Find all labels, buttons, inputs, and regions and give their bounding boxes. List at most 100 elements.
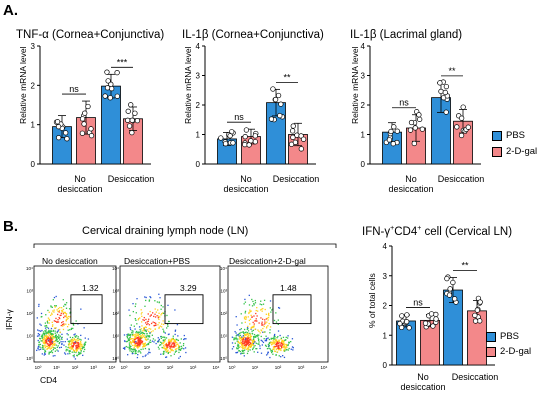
flow-event-dot bbox=[41, 344, 44, 347]
flow-event-dot bbox=[76, 342, 78, 344]
flow-event-dot bbox=[158, 293, 160, 295]
y-tick-label: 1 bbox=[196, 131, 201, 140]
flow-event-dot bbox=[251, 316, 253, 318]
flow-event-dot bbox=[247, 350, 249, 352]
data-point bbox=[82, 110, 88, 116]
flow-event-dot bbox=[174, 351, 177, 353]
flow-event-dot bbox=[147, 320, 150, 322]
flow-event-dot bbox=[268, 345, 270, 347]
flow-event-dot bbox=[140, 309, 142, 311]
chart-title-il1b-cornea: IL-1β (Cornea+Conjunctiva) bbox=[182, 29, 324, 41]
flow-event-dot bbox=[244, 345, 247, 347]
flow-event-dot bbox=[240, 328, 243, 330]
flow-event-dot bbox=[238, 338, 241, 340]
flow-event-dot bbox=[249, 341, 251, 343]
flow-event-dot bbox=[137, 351, 139, 353]
flow-event-dot bbox=[285, 345, 288, 347]
data-point bbox=[63, 130, 69, 136]
data-point bbox=[391, 124, 397, 130]
flow-event-dot bbox=[52, 343, 54, 346]
flow-event-dot bbox=[231, 336, 234, 338]
flow-event-dot bbox=[247, 346, 250, 348]
flow-event-dot bbox=[280, 342, 283, 344]
flow-event-dot bbox=[69, 336, 72, 339]
flow-event-dot bbox=[60, 324, 62, 327]
y-tick-label: 0 bbox=[31, 160, 36, 169]
flow-event-dot bbox=[130, 348, 133, 350]
flow-event-dot bbox=[71, 341, 73, 344]
flow-event-dot bbox=[241, 349, 243, 352]
flow-event-dot bbox=[254, 328, 256, 331]
flow-event-dot bbox=[41, 335, 43, 337]
data-point bbox=[477, 299, 483, 305]
flow-event-dot bbox=[47, 344, 50, 346]
flow-event-dot bbox=[48, 319, 51, 321]
flow-event-dot bbox=[244, 344, 246, 346]
flow-event-dot bbox=[54, 320, 57, 323]
flow-event-dot bbox=[239, 332, 241, 334]
flow-event-dot bbox=[46, 335, 48, 337]
flow-event-dot bbox=[55, 334, 57, 337]
flow-y-tick-label: 10² bbox=[220, 311, 227, 316]
flow-event-dot bbox=[273, 346, 276, 349]
flow-event-dot bbox=[246, 342, 248, 345]
flow-event-dot bbox=[174, 340, 177, 343]
flow-event-dot bbox=[272, 339, 274, 341]
flow-event-dot bbox=[53, 327, 56, 329]
flow-event-dot bbox=[77, 346, 79, 348]
flow-event-dot bbox=[49, 345, 51, 347]
flow-event-dot bbox=[66, 316, 68, 319]
flow-event-dot bbox=[62, 313, 65, 315]
flow-event-dot bbox=[176, 323, 179, 326]
flow-event-dot bbox=[150, 322, 153, 325]
flow-event-dot bbox=[148, 327, 150, 330]
flow-event-dot bbox=[134, 349, 136, 351]
data-point bbox=[408, 119, 415, 126]
flow-event-dot bbox=[83, 346, 85, 348]
flow-event-dot bbox=[56, 321, 58, 323]
y-tick-label: 2 bbox=[196, 101, 201, 110]
data-point bbox=[443, 109, 449, 115]
flow-event-dot bbox=[275, 354, 277, 356]
flow-event-dot bbox=[132, 335, 134, 337]
chart-title-il1b-lacrimal: IL-1β (Lacrimal gland) bbox=[350, 29, 463, 41]
data-point bbox=[132, 110, 138, 116]
flow-event-dot bbox=[130, 343, 132, 345]
flow-event-dot bbox=[140, 340, 142, 342]
flow-event-dot bbox=[237, 345, 239, 348]
flow-event-dot bbox=[43, 334, 46, 336]
flow-event-dot bbox=[136, 346, 138, 348]
flow-event-dot bbox=[247, 330, 250, 332]
flow-event-dot bbox=[49, 351, 51, 353]
data-point bbox=[88, 126, 94, 132]
flow-event-dot bbox=[173, 353, 176, 355]
data-point bbox=[288, 141, 295, 147]
flow-event-dot bbox=[163, 331, 165, 333]
flow-event-dot bbox=[158, 322, 160, 324]
flow-event-dot bbox=[164, 338, 166, 340]
flow-event-dot bbox=[286, 344, 288, 346]
flow-event-dot bbox=[61, 336, 63, 339]
flow-event-dot bbox=[146, 329, 149, 331]
flow-event-dot bbox=[65, 307, 68, 309]
flow-event-dot bbox=[82, 354, 84, 357]
flow-event-dot bbox=[172, 337, 174, 339]
flow-event-dot bbox=[79, 346, 81, 348]
flow-event-dot bbox=[290, 348, 292, 350]
flow-event-dot bbox=[62, 323, 64, 326]
flow-event-dot bbox=[248, 311, 250, 314]
flow-event-dot bbox=[135, 337, 137, 339]
flow-event-dot bbox=[55, 295, 57, 298]
data-point bbox=[298, 146, 304, 152]
flow-event-dot bbox=[143, 344, 145, 347]
flow-event-dot bbox=[126, 336, 129, 339]
flow-event-dot bbox=[139, 335, 142, 337]
flow-event-dot bbox=[249, 323, 251, 325]
flow-event-dot bbox=[237, 338, 239, 340]
flow-event-dot bbox=[144, 296, 146, 298]
flow-event-dot bbox=[63, 323, 65, 325]
data-point bbox=[422, 320, 429, 326]
flow-event-dot bbox=[154, 300, 156, 302]
flow-event-dot bbox=[71, 345, 73, 348]
flow-event-dot bbox=[275, 340, 277, 343]
